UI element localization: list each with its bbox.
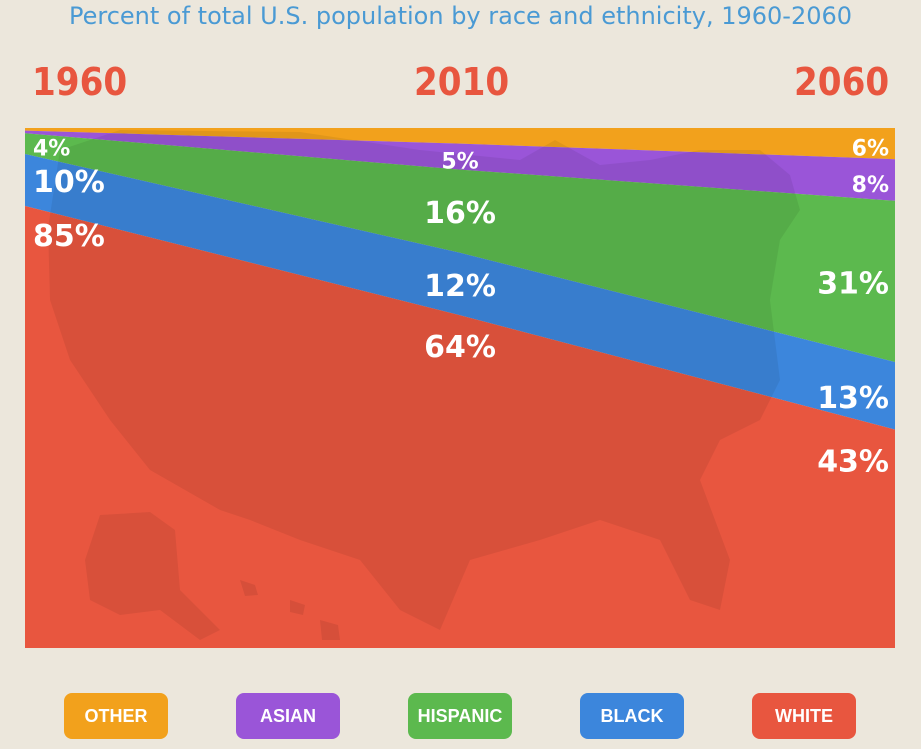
- legend-asian: ASIAN: [236, 693, 340, 739]
- us-map-silhouette: [48, 130, 800, 640]
- area-layer: [25, 128, 895, 648]
- legend-hispanic: HISPANIC: [408, 693, 512, 739]
- area-black: [25, 154, 895, 430]
- legend-white: WHITE: [752, 693, 856, 739]
- area-white: [25, 206, 895, 648]
- data-label-white-2060: 43%: [817, 445, 889, 480]
- data-label-other-2060: 6%: [852, 137, 889, 162]
- data-label-black-2060: 13%: [817, 381, 889, 416]
- data-label-hispanic-2010: 16%: [424, 196, 496, 231]
- data-label-asian-2060: 8%: [852, 173, 889, 198]
- alaska-icon: [85, 512, 220, 640]
- data-label-hispanic-2060: 31%: [817, 266, 889, 301]
- area-asian: [25, 130, 895, 201]
- data-label-layer: 6% 5% 8% 4% 16% 31% 10% 12% 13% 85% 64% 43%: [33, 137, 889, 480]
- legend-black: BLACK: [580, 693, 684, 739]
- data-label-asian-2010: 5%: [441, 150, 478, 175]
- year-label-2060: 2060: [794, 60, 890, 104]
- hawaii-icon: [240, 580, 340, 640]
- chart-title: Percent of total U.S. population by race…: [68, 2, 853, 30]
- data-label-black-1960: 10%: [33, 165, 105, 200]
- data-label-black-2010: 12%: [424, 269, 496, 304]
- year-label-1960: 1960: [32, 60, 128, 104]
- data-label-hispanic-1960: 4%: [33, 137, 70, 162]
- year-label-2010: 2010: [414, 60, 510, 104]
- us-map-icon: [48, 130, 800, 630]
- area-hispanic: [25, 133, 895, 362]
- data-label-white-1960: 85%: [33, 219, 105, 254]
- legend-other: OTHER: [64, 693, 168, 739]
- data-label-white-2010: 64%: [424, 330, 496, 365]
